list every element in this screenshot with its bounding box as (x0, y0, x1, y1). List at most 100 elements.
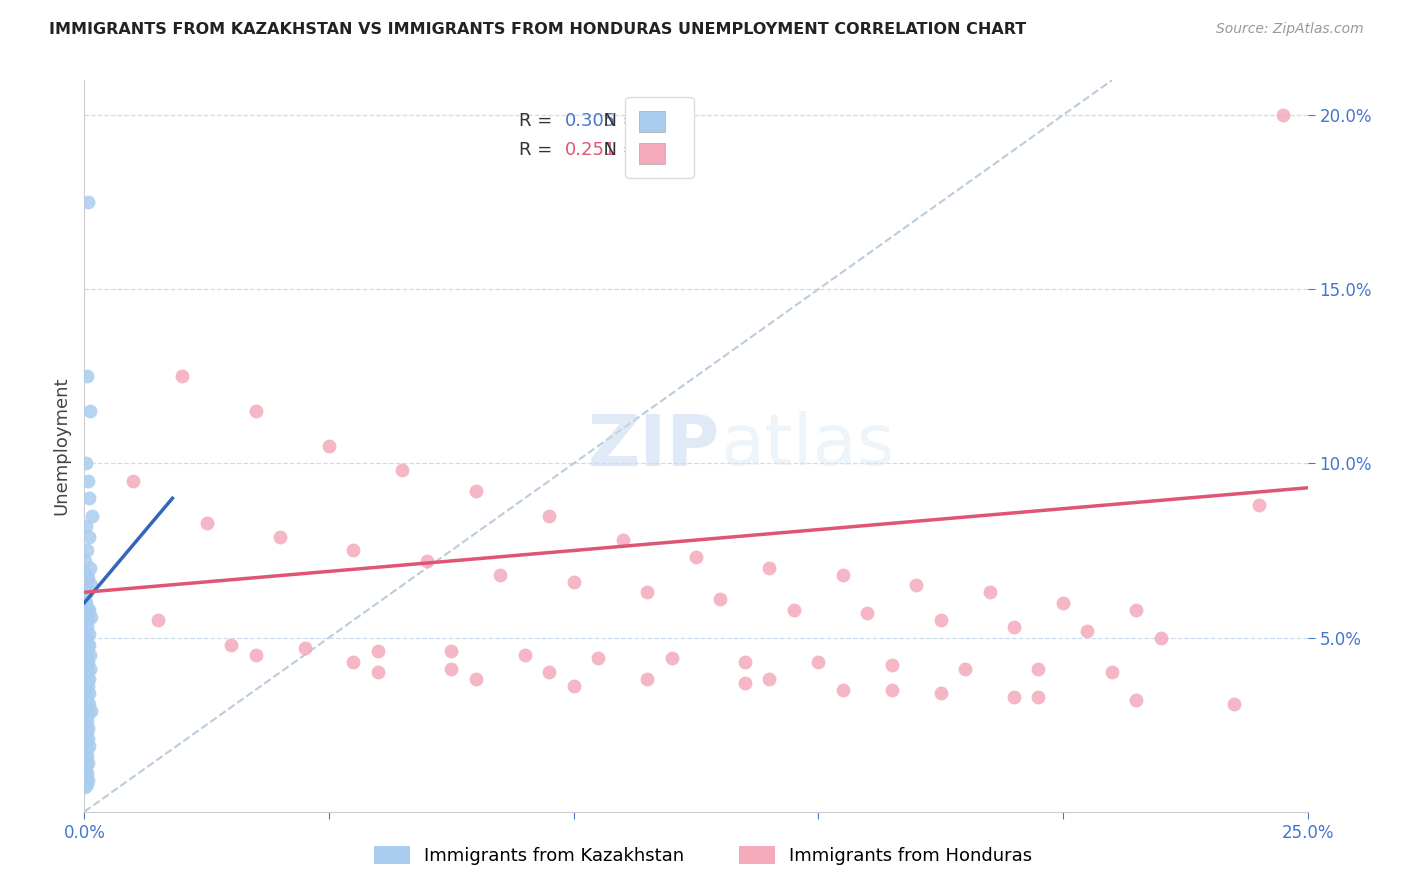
Point (1052, 596, 1074, 610)
Point (77, 697, 100, 711)
Point (758, 673, 780, 687)
Point (76, 648, 98, 662)
Point (1150, 631, 1173, 645)
Point (75, 682, 97, 697)
Point (76, 707, 98, 722)
Point (538, 508, 561, 523)
Point (734, 655, 756, 669)
Text: N =: N = (592, 141, 644, 159)
Point (77, 571, 100, 585)
Point (75, 554, 97, 568)
Point (76, 766, 98, 780)
Point (929, 613, 952, 627)
Point (1028, 662, 1050, 676)
Point (76, 673, 98, 687)
Point (76, 777, 98, 791)
Point (75, 763, 97, 777)
Point (636, 673, 658, 687)
Point (586, 651, 609, 665)
Point (783, 603, 806, 617)
Point (75, 651, 97, 665)
Point (1223, 697, 1246, 711)
Point (1002, 690, 1025, 704)
Point (75, 717, 97, 731)
Point (440, 662, 463, 676)
Point (75, 770, 97, 784)
Text: Source: ZipAtlas.com: Source: ZipAtlas.com (1216, 22, 1364, 37)
Point (1125, 693, 1147, 707)
Point (367, 644, 389, 658)
Point (75, 596, 97, 610)
Point (79, 648, 101, 662)
Point (76, 613, 98, 627)
Point (75, 596, 97, 610)
Legend: Immigrants from Kazakhstan, Immigrants from Honduras: Immigrants from Kazakhstan, Immigrants f… (364, 837, 1042, 874)
Point (73, 780, 96, 795)
Point (661, 651, 683, 665)
Point (245, 648, 267, 662)
Point (76, 640, 98, 655)
Text: 0.251: 0.251 (565, 141, 616, 159)
Point (79, 404, 101, 418)
Point (75, 728, 97, 742)
Point (73, 700, 96, 714)
Point (75, 759, 97, 773)
Text: R =: R = (519, 112, 558, 129)
Point (73, 711, 96, 725)
Point (77, 530, 100, 544)
Point (831, 567, 853, 582)
Point (856, 606, 879, 620)
Point (831, 682, 853, 697)
Point (80, 508, 103, 523)
Point (75, 735, 97, 749)
Point (77, 679, 100, 693)
Point (77, 686, 100, 700)
Point (1247, 498, 1270, 512)
Point (75, 457, 97, 471)
Point (75, 676, 97, 690)
Point (75, 682, 97, 697)
Point (73, 746, 96, 760)
Legend: , : , (626, 96, 693, 178)
Point (80, 578, 103, 592)
Point (367, 665, 389, 680)
Point (1076, 624, 1098, 638)
Point (76, 543, 98, 558)
Point (80, 704, 103, 718)
Point (342, 655, 364, 669)
Point (75, 624, 97, 638)
Point (77, 627, 100, 641)
Point (77, 756, 100, 770)
Point (75, 752, 97, 766)
Point (880, 658, 903, 673)
Point (75, 589, 97, 603)
Text: IMMIGRANTS FROM KAZAKHSTAN VS IMMIGRANTS FROM HONDURAS UNEMPLOYMENT CORRELATION : IMMIGRANTS FROM KAZAKHSTAN VS IMMIGRANTS… (49, 22, 1026, 37)
Point (76, 613, 98, 627)
Point (76, 749, 98, 764)
Point (1101, 665, 1123, 680)
Point (416, 554, 439, 568)
Point (269, 530, 291, 544)
Point (562, 574, 585, 589)
Point (122, 474, 145, 488)
Point (77, 603, 100, 617)
Y-axis label: Unemployment: Unemployment (52, 376, 70, 516)
Point (1272, 108, 1295, 122)
Point (1125, 603, 1147, 617)
Point (76, 474, 98, 488)
Point (77, 491, 100, 506)
Point (464, 484, 486, 499)
Point (391, 463, 413, 477)
Text: N =: N = (592, 112, 644, 129)
Point (75, 655, 97, 669)
Point (77, 707, 100, 722)
Point (929, 686, 952, 700)
Point (77, 638, 100, 652)
Point (77, 739, 100, 753)
Point (77, 673, 100, 687)
Point (709, 592, 731, 607)
Text: ZIP: ZIP (588, 411, 720, 481)
Text: 0.305: 0.305 (565, 112, 616, 129)
Point (636, 585, 658, 599)
Point (146, 613, 169, 627)
